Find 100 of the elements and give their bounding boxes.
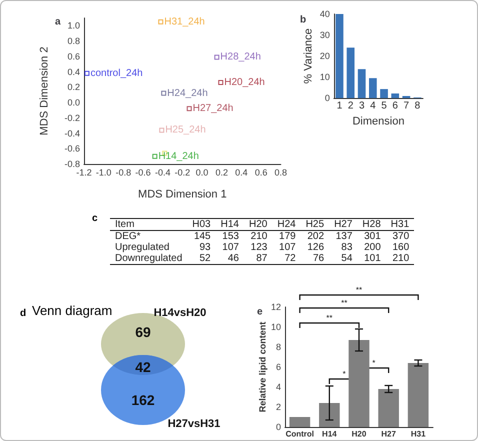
y-tick-label: 0.4 [67,66,80,77]
data-label: 101 [363,253,382,264]
data-label: 93 [198,242,212,253]
x-tick-label: H31 [410,430,426,438]
y-tick-label: Downregulated [114,253,184,264]
chart-title: e [257,306,263,318]
x-tick-label: H27 [381,430,396,438]
x-tick-label: -1.0 [96,168,112,178]
data-label: 126 [306,242,326,253]
data-label: 76 [312,253,326,264]
data-label: 137 [334,230,354,242]
y-tick-label: -0.6 [64,144,80,154]
x-tick-label: H14 [220,218,240,230]
y-axis-title: MDS Dimension 2 [38,46,50,136]
data-label: 153 [221,230,240,242]
series-label: control_24h [90,68,143,79]
y-axis-title: % Variance [302,28,314,84]
text: c [92,213,98,224]
series-label: H24_24h [167,88,208,99]
data-label: 200 [363,242,382,253]
x-tick-label: H27 [333,218,354,230]
y-tick-label: 8 [276,342,281,352]
x-tick-label: 0.2 [215,168,228,178]
x-tick-label: -0.2 [174,168,190,178]
y-tick-label: 0.6 [67,51,80,62]
y-tick-label: 0.8 [67,36,80,46]
x-axis-title: Dimension [352,116,404,128]
data-label: 370 [391,230,410,242]
annotation: * [342,370,346,378]
x-tick-label: H14 [322,430,338,438]
data-label: 210 [250,230,268,242]
x-tick-label: 6 [392,100,398,112]
data-label: 179 [278,230,297,242]
x-tick-label: 3 [358,100,365,112]
data-label: 160 [391,242,410,253]
series-label: H20_24h [224,77,265,88]
y-tick-label: 0 [324,93,330,104]
data-label: 87 [255,253,268,264]
x-tick-label: H24 [276,218,297,230]
text: d [20,308,26,319]
data-label: 69 [135,324,151,340]
x-tick-label: 7 [404,100,410,112]
data-label: 52 [198,253,212,264]
y-tick-label: 20 [320,51,330,62]
y-tick-label: 1.0 [67,20,80,31]
data-label: 145 [192,230,212,242]
y-tick-label: 0.2 [67,82,80,92]
y-tick-label: 2 [276,402,281,412]
data-label: 54 [340,253,354,264]
x-axis-title: MDS Dimension 1 [138,188,227,200]
category-label: H27vsH31 [168,418,220,430]
y-axis-title: Item [114,218,136,230]
y-tick-label: 0 [276,422,281,432]
x-tick-label: 8 [414,100,421,112]
y-tick-label: Upregulated [114,242,170,253]
x-tick-label: -0.4 [154,168,170,178]
y-tick-label: 40 [320,9,330,19]
data-label: 301 [363,230,382,242]
text: Venn diagram [32,303,112,318]
annotation: ** [341,298,348,308]
y-tick-label: -0.4 [64,128,80,138]
data-label: 46 [226,253,240,264]
data-label: 162 [131,392,155,408]
x-tick-label: -1.2 [76,168,92,178]
x-tick-label: 4 [370,100,376,112]
series-label: H31_24h [164,16,205,28]
data-label: 123 [250,242,268,253]
y-tick-label: 6 [276,362,281,372]
data-label: 42 [135,359,151,375]
annotation: ** [326,314,333,322]
data-label: 202 [306,230,326,242]
x-tick-label: 2 [348,100,354,112]
x-tick-label: 0.6 [254,168,268,178]
category-label: H14vsH20 [154,307,206,319]
y-tick-label: 10 [320,72,330,82]
data-label: 210 [391,253,410,264]
x-tick-label: 5 [381,100,388,112]
series-label: H14_24h [158,150,199,162]
x-tick-label: H31 [390,218,410,230]
data-label: 83 [340,242,354,253]
chart-title: b [300,14,306,26]
y-tick-label: 4 [276,382,281,392]
x-tick-label: H25 [304,218,326,230]
y-tick-label: 30 [320,30,330,40]
series-label: H27_24h [192,103,234,114]
x-tick-label: 1 [336,100,343,112]
x-tick-label: 0.0 [196,168,208,178]
series-label: H28_24h [220,52,261,63]
annotation: * [372,358,376,368]
x-tick-label: Control [286,430,314,438]
y-axis-title: Relative lipid content [258,322,268,412]
text: ** [356,286,362,294]
x-tick-label: 0.4 [235,168,248,178]
data-label: 72 [284,253,297,264]
series-label: H25_24h [165,124,206,136]
y-tick-label: -0.8 [64,159,80,169]
y-tick-label: -0.2 [64,112,80,123]
y-tick-label: DEG* [114,230,142,242]
y-tick-label: 12 [270,302,281,312]
data-label: 107 [221,242,240,253]
